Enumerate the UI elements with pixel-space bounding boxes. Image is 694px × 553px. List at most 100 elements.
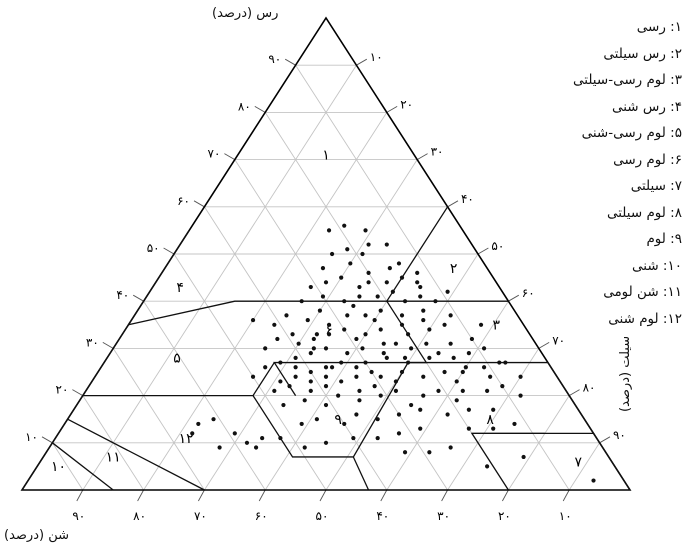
- sand-tick: [562, 489, 570, 502]
- class-boundary: [273, 300, 428, 396]
- sample-point: [500, 384, 505, 389]
- silt-tick: [386, 106, 398, 113]
- sample-point: [342, 223, 347, 228]
- class-boundary: [82, 361, 548, 458]
- grid-line: [52, 442, 84, 491]
- silt-tick-label: ۴۰: [461, 192, 474, 206]
- sample-point: [351, 435, 356, 441]
- sample-point: [463, 365, 468, 370]
- sample-point: [481, 365, 487, 370]
- tick-labels: ۱۰ ۱۰ ۱۰ ۲۰ ۲۰ ۲۰ ۳۰ ۳۰ ۳۰ ۴۰ ۴۰ ۴۰ ۵۰ ۵۰ ۵۰ ۶۰ ۶۰ ۶۰ ۷۰ ۷۰…: [25, 50, 626, 523]
- sample-point: [387, 266, 392, 271]
- sand-tick: [319, 489, 327, 502]
- silt-tick-label: ۵۰: [491, 239, 504, 253]
- sample-point: [405, 360, 411, 365]
- legend-item-3: ۳: لوم رسی-سیلتی: [573, 72, 682, 88]
- sample-point: [360, 346, 365, 351]
- legend-item-1: ۱: رسی: [636, 19, 682, 35]
- class-boundary: [386, 206, 449, 302]
- sample-point: [518, 393, 523, 398]
- sample-point: [345, 351, 350, 356]
- sample-point: [485, 388, 490, 393]
- class-label-8: ۸: [486, 412, 494, 428]
- sample-point: [323, 402, 329, 408]
- sample-point: [323, 440, 329, 445]
- sample-point: [363, 332, 368, 337]
- sample-point: [427, 450, 432, 455]
- sample-point: [354, 336, 359, 342]
- clay-tick-label: ۶۰: [177, 194, 190, 208]
- sample-point: [217, 445, 222, 450]
- sample-point: [369, 369, 374, 375]
- sample-point: [418, 284, 423, 290]
- legend-item-12: ۱۲: لوم شنی: [608, 310, 682, 327]
- sample-point: [354, 374, 359, 379]
- sample-point: [263, 346, 268, 351]
- sample-point: [427, 327, 432, 332]
- sample-point: [481, 346, 487, 351]
- sample-point: [421, 317, 426, 323]
- sample-point: [491, 407, 496, 412]
- sample-point: [293, 374, 298, 379]
- class-boundaries: [21, 206, 631, 491]
- legend-item-9: ۹: لوم: [646, 231, 682, 247]
- sample-point: [451, 355, 456, 360]
- sample-point: [448, 341, 453, 346]
- silt-tick: [568, 389, 580, 396]
- sample-point: [409, 402, 414, 408]
- sample-point: [409, 346, 414, 351]
- sample-point: [384, 280, 389, 285]
- sample-point: [366, 242, 371, 247]
- sample-point: [357, 388, 362, 393]
- sample-point: [348, 261, 353, 266]
- sample-point: [323, 365, 329, 370]
- sand-tick-label: ۳۰: [437, 509, 450, 523]
- class-boundary: [352, 456, 370, 491]
- sample-point: [329, 251, 335, 257]
- sample-point: [415, 270, 420, 275]
- legend: ۱: رسی ۲: رس سیلتی ۳: لوم رسی-سیلتی ۴: ر…: [573, 14, 682, 332]
- legend-item-6: ۶: لوم رسی: [613, 151, 682, 168]
- sample-point: [311, 346, 316, 351]
- sample-point: [311, 336, 316, 342]
- sample-point: [299, 421, 304, 427]
- sand-tick-label: ۸۰: [133, 509, 146, 523]
- class-boundary: [52, 442, 114, 491]
- silt-tick-label: ۹۰: [613, 428, 626, 442]
- class-label-5: ۵: [173, 351, 181, 367]
- sample-point: [302, 445, 307, 450]
- sample-point: [281, 402, 286, 408]
- sample-point: [396, 412, 402, 417]
- sample-point: [402, 450, 408, 455]
- sample-point: [375, 294, 380, 299]
- sample-point: [308, 379, 313, 384]
- sample-point: [339, 275, 344, 280]
- sample-point: [396, 431, 402, 436]
- sample-point: [442, 369, 447, 375]
- sample-point: [263, 365, 268, 370]
- class-label-2: ۲: [450, 261, 458, 277]
- grid-line: [386, 300, 509, 491]
- sample-point: [190, 431, 195, 436]
- silt-axis-title: سیلت (درصد): [618, 335, 633, 412]
- sand-tick-label: ۶۰: [255, 509, 268, 523]
- clay-tick-label: ۵۰: [147, 241, 160, 255]
- legend-item-2: ۲: رس سیلتی: [603, 45, 682, 62]
- sample-point: [384, 242, 389, 247]
- sand-tick: [441, 489, 448, 502]
- sample-point: [427, 355, 432, 360]
- sample-point: [421, 393, 426, 398]
- sample-point: [272, 388, 277, 393]
- sand-tick: [258, 489, 266, 502]
- clay-tick: [102, 342, 114, 349]
- sample-point: [308, 369, 313, 375]
- sample-point: [326, 332, 332, 337]
- sample-point: [393, 379, 399, 384]
- sample-point: [378, 308, 383, 313]
- sample-point: [448, 313, 453, 318]
- sample-point: [399, 275, 405, 280]
- sample-point: [314, 332, 319, 337]
- sample-point: [296, 341, 301, 346]
- sample-point: [591, 478, 596, 483]
